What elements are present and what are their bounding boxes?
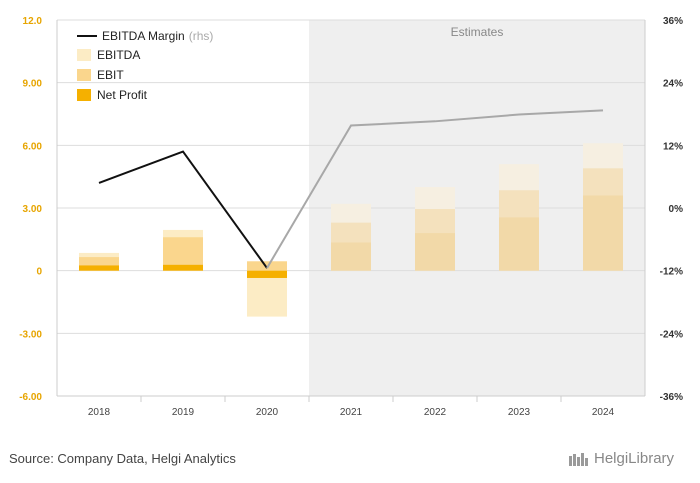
legend-swatch-ebit [77, 69, 91, 81]
axes: 12.0 9.00 6.00 3.00 0 -3.00 -6.00 36% 24% 12% 0% -1… [19, 16, 683, 418]
bars [79, 143, 623, 317]
x-tick-label: 2024 [592, 407, 615, 418]
y-left-tick-label: 12.0 [23, 16, 43, 27]
net-profit-bar [163, 264, 203, 271]
y-left-tick-label: 3.00 [23, 204, 43, 215]
y-left-tick-label: -6.00 [19, 392, 42, 403]
x-tick-label: 2020 [256, 407, 279, 418]
x-tick-label: 2019 [172, 407, 195, 418]
net-profit-bar [79, 265, 119, 271]
y-left-tick-label: 0 [36, 267, 42, 278]
legend-swatch-ebitda [77, 49, 91, 61]
estimates-label: Estimates [451, 25, 504, 39]
source-note: Source: Company Data, Helgi Analytics [9, 451, 236, 466]
y-right-tick-label: -24% [660, 329, 683, 340]
legend-label-ebitda-margin: EBITDA Margin (rhs) [102, 29, 213, 43]
net-profit-bar [415, 233, 455, 271]
ebit-bar [247, 261, 287, 271]
net-profit-bar [247, 270, 287, 278]
x-tick-label: 2022 [424, 407, 447, 418]
y-right-tick-label: -36% [660, 392, 683, 403]
brand-name: HelgiLibrary [594, 450, 675, 467]
net-profit-bar [499, 217, 539, 271]
legend-label-ebit: EBIT [97, 68, 124, 82]
margin-line-estimate [266, 109, 604, 269]
legend-swatch-net-profit [77, 89, 91, 101]
y-right-tick-label: 12% [663, 141, 683, 152]
brand-logo[interactable]: HelgiLibrary [568, 450, 674, 467]
y-right-tick-label: 24% [663, 79, 683, 90]
x-tick-label: 2021 [340, 407, 363, 418]
legend-label-ebitda: EBITDA [97, 48, 140, 62]
y-right-tick-label: 0% [669, 204, 684, 215]
chart: Estimates 12.0 9.00 6.00 3.00 0 -3.00 -6.00 36%… [19, 16, 683, 418]
legend-label-net-profit: Net Profit [97, 88, 148, 102]
y-left-tick-label: 9.00 [23, 79, 43, 90]
net-profit-bar [583, 195, 623, 271]
margin-line [98, 109, 604, 269]
library-icon [569, 452, 588, 466]
y-right-tick-label: -12% [660, 267, 683, 278]
margin-line-actual [98, 150, 268, 269]
ebitda-bar [247, 270, 287, 317]
legend: EBITDA Margin (rhs) EBITDA EBIT Net Profi… [77, 29, 213, 102]
x-tick-label: 2023 [508, 407, 531, 418]
y-left-tick-label: -3.00 [19, 329, 42, 340]
y-right-tick-label: 36% [663, 16, 683, 27]
net-profit-bar [331, 242, 371, 271]
x-tick-label: 2018 [88, 407, 111, 418]
y-left-tick-label: 6.00 [23, 141, 43, 152]
